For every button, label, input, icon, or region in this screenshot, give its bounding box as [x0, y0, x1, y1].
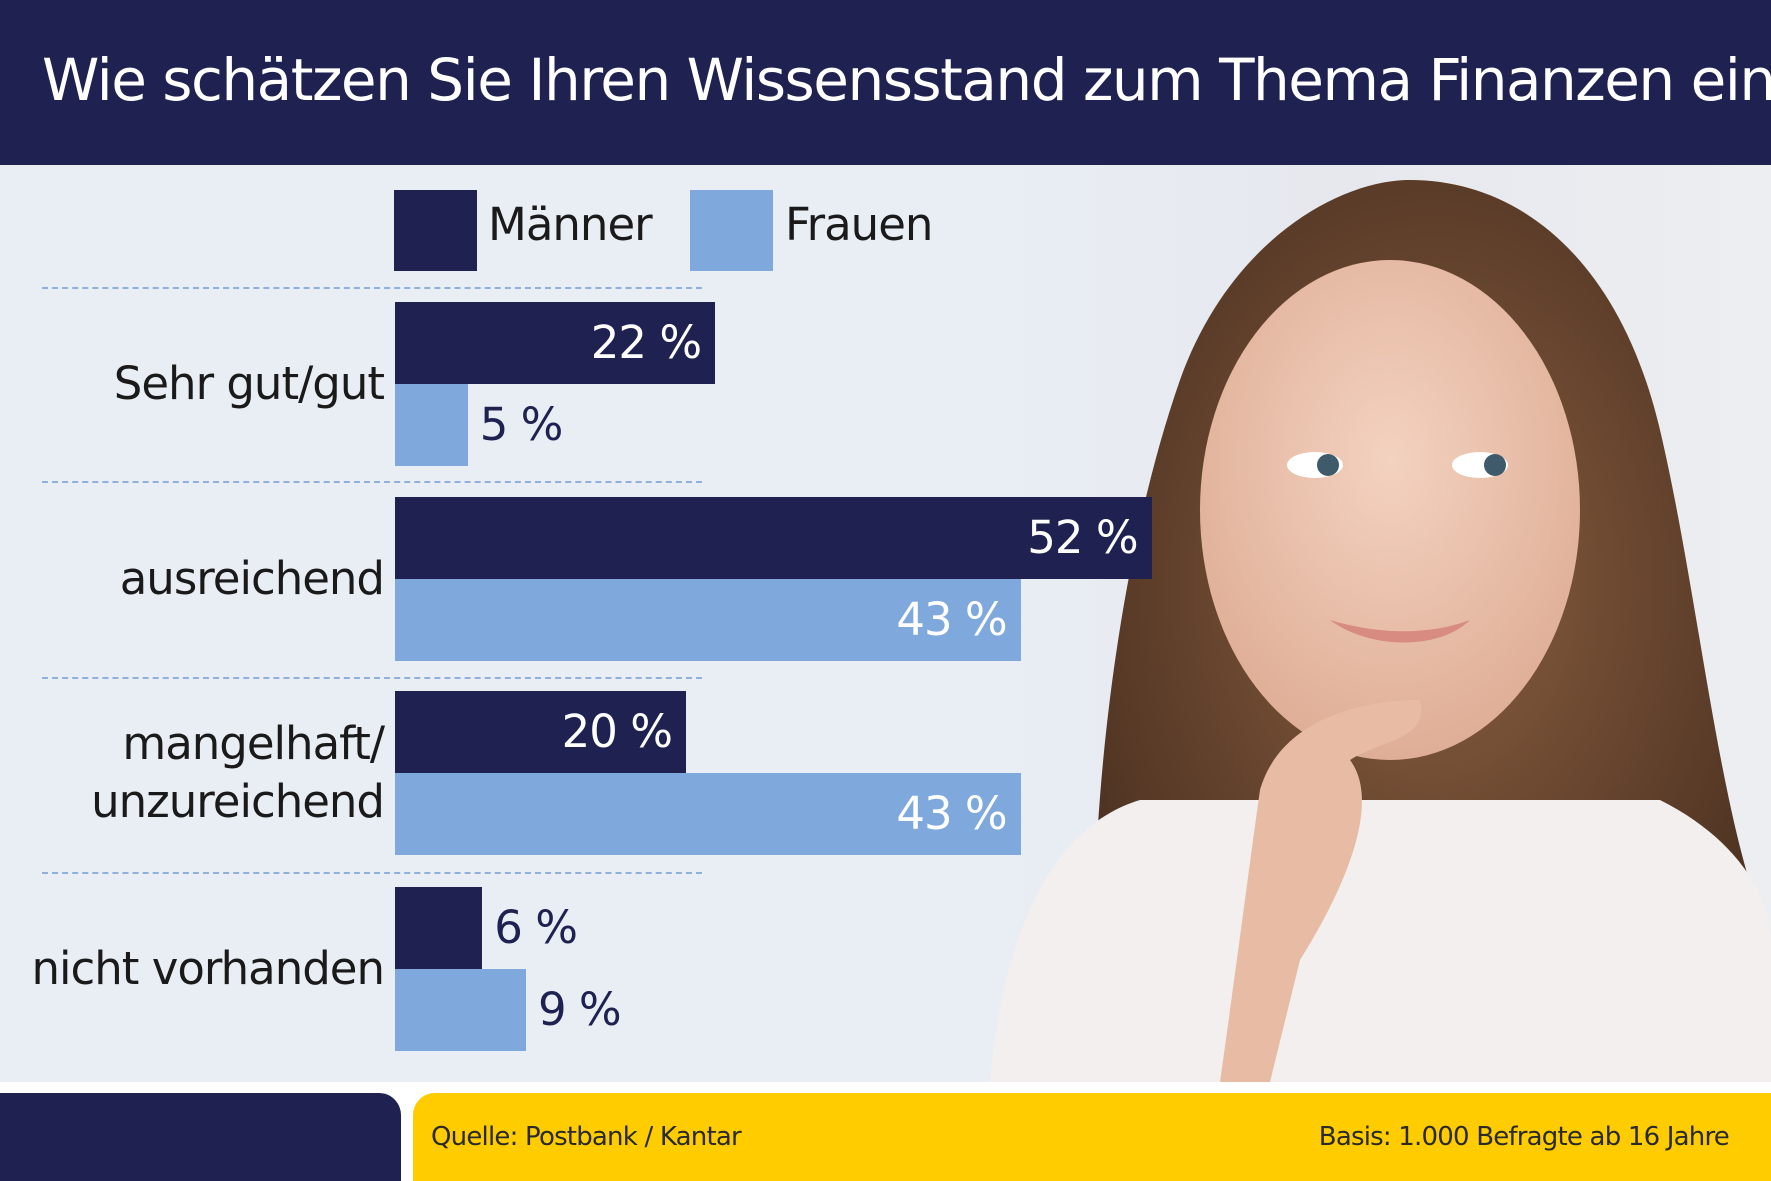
category-label: mangelhaft/unzureichend	[91, 715, 385, 831]
bar-value-label: 5 %	[479, 398, 564, 451]
footer-yellow-block	[413, 1093, 1771, 1181]
bar-maenner	[395, 497, 1152, 579]
bar-value-label: 6 %	[494, 901, 578, 954]
divider-line	[42, 872, 702, 874]
legend-swatch-maenner	[394, 190, 477, 271]
footer-navy-block	[0, 1093, 401, 1181]
bar-frauen	[395, 579, 1021, 661]
divider-line	[42, 287, 702, 289]
category-label-line: unzureichend	[91, 775, 385, 828]
category-label: ausreichend	[119, 550, 385, 608]
basis-note: Basis: 1.000 Befragte ab 16 Jahre	[1318, 1122, 1730, 1152]
category-label-line: mangelhaft/	[122, 717, 385, 770]
legend-swatch-frauen	[690, 190, 773, 271]
chart-title: Wie schätzen Sie Ihren Wissensstand zum …	[42, 46, 1771, 114]
bar-maenner	[395, 302, 716, 384]
legend-label-maenner: Männer	[488, 198, 653, 251]
source-note: Quelle: Postbank / Kantar	[431, 1122, 742, 1152]
divider-line	[42, 677, 702, 679]
bar-maenner	[395, 691, 686, 773]
bar-value-label: 52 %	[1027, 511, 1138, 564]
bar-value-label: 22 %	[590, 316, 702, 369]
bar-maenner	[395, 887, 483, 969]
legend-label-frauen: Frauen	[785, 198, 933, 251]
category-label: Sehr gut/gut	[113, 355, 385, 413]
category-label: nicht vorhanden	[32, 940, 385, 998]
divider-line	[42, 481, 702, 483]
category-label-line: Sehr gut/gut	[113, 357, 385, 410]
bar-frauen	[395, 384, 468, 466]
bar-value-label: 9 %	[537, 983, 622, 1036]
bar-frauen	[395, 969, 526, 1051]
bar-frauen	[395, 773, 1021, 855]
category-label-line: ausreichend	[119, 552, 385, 605]
bar-value-label: 43 %	[896, 593, 1007, 646]
bar-value-label: 20 %	[561, 705, 673, 758]
bar-value-label: 43 %	[896, 787, 1007, 840]
header-bar: Wie schätzen Sie Ihren Wissensstand zum …	[0, 0, 1771, 165]
photo-woman-thinking	[990, 180, 1771, 1082]
category-label-line: nicht vorhanden	[31, 942, 385, 995]
